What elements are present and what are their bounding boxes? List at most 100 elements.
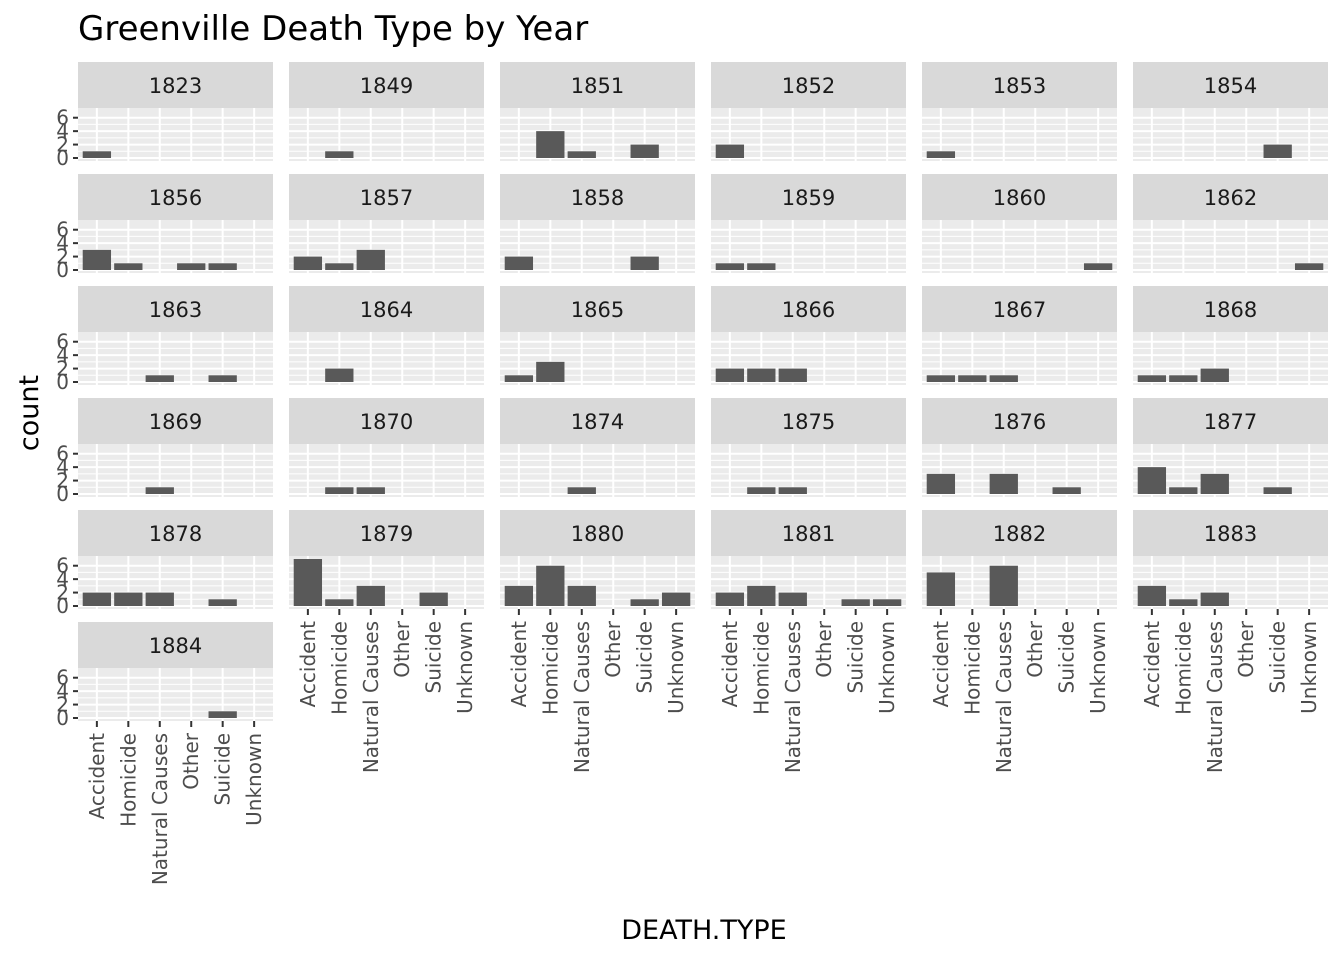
facet-strip bbox=[1133, 510, 1328, 556]
x-tick-label: Homicide bbox=[327, 621, 351, 715]
x-tick-label: Unknown bbox=[453, 621, 477, 714]
x-tick-label: Accident bbox=[85, 733, 109, 820]
bar-unknown bbox=[661, 592, 691, 606]
facet-strip bbox=[289, 510, 484, 556]
bar-homicide bbox=[536, 361, 565, 382]
x-tick-label: Homicide bbox=[960, 621, 984, 715]
bar-accident bbox=[293, 256, 323, 270]
y-tick-label: 2 bbox=[56, 581, 69, 605]
bar-accident bbox=[82, 151, 112, 158]
facet-strip-label: 1868 bbox=[1204, 298, 1257, 322]
y-tick-label: 0 bbox=[56, 258, 69, 282]
facet-strip bbox=[1133, 398, 1328, 444]
y-tick-label: 2 bbox=[56, 357, 69, 381]
facet-strip bbox=[500, 174, 695, 220]
bar-accident bbox=[1137, 467, 1167, 494]
bar-unknown bbox=[1294, 263, 1324, 270]
facet-strip bbox=[922, 62, 1117, 108]
facet-1865: 1865 bbox=[500, 286, 695, 385]
x-tick-label: Suicide bbox=[1055, 621, 1079, 693]
y-tick-label: 2 bbox=[56, 245, 69, 269]
bar-suicide bbox=[208, 599, 237, 606]
bar-accident bbox=[504, 375, 534, 382]
bar-accident bbox=[715, 368, 745, 382]
facet-1849: 1849 bbox=[289, 62, 484, 161]
facet-strip-label: 1881 bbox=[782, 522, 835, 546]
panel-background bbox=[289, 444, 484, 497]
bar-accident bbox=[926, 151, 956, 158]
facet-strip bbox=[500, 286, 695, 332]
bar-accident bbox=[715, 263, 745, 270]
bar-accident bbox=[82, 249, 112, 270]
y-tick-label: 2 bbox=[56, 469, 69, 493]
y-tick-label: 6 bbox=[56, 106, 69, 130]
chart-title: Greenville Death Type by Year bbox=[78, 9, 588, 49]
y-tick-label: 2 bbox=[56, 133, 69, 157]
facet-strip bbox=[500, 510, 695, 556]
bar-natural-causes bbox=[356, 585, 385, 606]
x-tick-label: Unknown bbox=[1086, 621, 1110, 714]
x-tick-label: Accident bbox=[507, 621, 531, 708]
y-tick-label: 0 bbox=[56, 706, 69, 730]
x-tick-label: Natural Causes bbox=[359, 621, 383, 773]
bar-suicide bbox=[630, 599, 659, 606]
facet-strip-label: 1883 bbox=[1204, 522, 1257, 546]
bar-homicide bbox=[325, 368, 354, 382]
facet-strip-label: 1857 bbox=[360, 186, 413, 210]
y-tick-label: 4 bbox=[56, 343, 69, 367]
x-tick-label: Homicide bbox=[538, 621, 562, 715]
facet-1876: 1876 bbox=[922, 398, 1117, 497]
y-axis-title: count bbox=[14, 375, 45, 451]
facet-strip-label: 1877 bbox=[1204, 410, 1257, 434]
bar-homicide bbox=[1169, 599, 1198, 606]
x-tick-label: Other bbox=[1234, 620, 1258, 678]
y-tick-label: 0 bbox=[56, 370, 69, 394]
bar-natural-causes bbox=[145, 487, 174, 494]
bar-natural-causes bbox=[567, 151, 596, 158]
x-tick-label: Other bbox=[1023, 620, 1047, 678]
facet-strip bbox=[78, 174, 273, 220]
bar-homicide bbox=[325, 263, 354, 270]
x-tick-label: Natural Causes bbox=[781, 621, 805, 773]
panel-background bbox=[711, 444, 906, 497]
bar-homicide bbox=[325, 151, 354, 158]
x-tick-label: Suicide bbox=[844, 621, 868, 693]
facet-1853: 1853 bbox=[922, 62, 1117, 161]
facet-strip bbox=[289, 286, 484, 332]
facet-1852: 1852 bbox=[711, 62, 906, 161]
bar-suicide bbox=[208, 711, 237, 718]
facet-strip bbox=[922, 510, 1117, 556]
facet-1867: 1867 bbox=[922, 286, 1117, 385]
panel-background bbox=[78, 444, 273, 497]
facet-strip-label: 1869 bbox=[149, 410, 202, 434]
bar-suicide bbox=[208, 375, 237, 382]
bar-natural-causes bbox=[1200, 368, 1229, 382]
facet-strip-label: 1865 bbox=[571, 298, 624, 322]
bar-accident bbox=[504, 256, 534, 270]
facet-strip bbox=[711, 510, 906, 556]
x-axis-title: DEATH.TYPE bbox=[621, 915, 786, 946]
panel-background bbox=[1133, 108, 1328, 161]
facet-strip bbox=[78, 622, 273, 668]
y-tick-label: 6 bbox=[56, 330, 69, 354]
facet-1870: 1870 bbox=[289, 398, 484, 497]
bar-accident bbox=[82, 592, 112, 606]
x-tick-label: Other bbox=[812, 620, 836, 678]
y-tick-label: 0 bbox=[56, 594, 69, 618]
facet-strip bbox=[500, 62, 695, 108]
bar-natural-causes bbox=[989, 565, 1018, 606]
bar-homicide bbox=[325, 487, 354, 494]
facet-1862: 1862 bbox=[1133, 174, 1328, 273]
facet-1860: 1860 bbox=[922, 174, 1117, 273]
bar-accident bbox=[715, 144, 745, 158]
y-tick-label: 4 bbox=[56, 119, 69, 143]
x-tick-label: Homicide bbox=[749, 621, 773, 715]
x-tick-label: Homicide bbox=[1171, 621, 1195, 715]
facet-1868: 1868 bbox=[1133, 286, 1328, 385]
facet-1877: 1877 bbox=[1133, 398, 1328, 497]
